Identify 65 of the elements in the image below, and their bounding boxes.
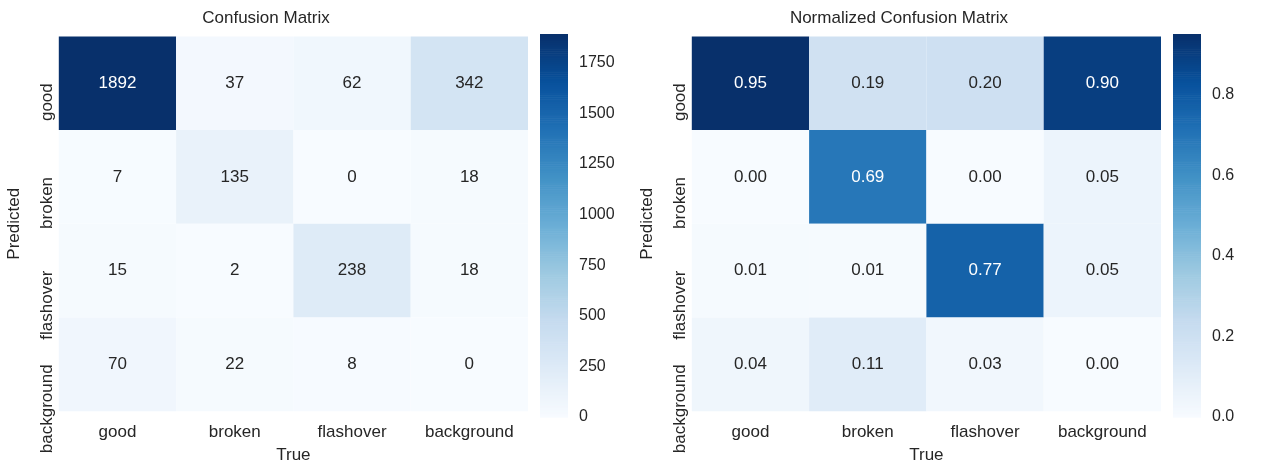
chart-title: Confusion Matrix (202, 7, 331, 27)
color-bar-label: 1500 (579, 103, 615, 121)
data-label: 7 (112, 166, 123, 186)
data-label: 0.05 (1085, 260, 1119, 280)
color-bar-label: 0.6 (1212, 165, 1235, 183)
color-bar-label: 1000 (579, 204, 615, 222)
data-label: 0.00 (968, 166, 1002, 186)
data-label: 0.20 (968, 72, 1002, 92)
color-bar-label: 500 (579, 306, 606, 324)
color-bar-label: 1250 (579, 154, 615, 172)
x-tick-label: background (424, 422, 514, 442)
data-label: 37 (225, 72, 245, 92)
y-tick-label: broken (670, 176, 690, 229)
data-label: 0.03 (968, 354, 1002, 374)
color-bar-label: 250 (579, 356, 606, 374)
data-label: 0 (464, 354, 475, 374)
x-tick-label: broken (208, 422, 261, 442)
data-label: 0.77 (968, 260, 1002, 280)
data-label: 0.05 (1085, 166, 1119, 186)
x-tick-label: broken (841, 422, 894, 442)
data-label: 18 (459, 166, 479, 186)
data-label: 0.11 (851, 354, 884, 374)
color-bar-label: 0 (579, 407, 588, 425)
x-axis-title: True (276, 445, 311, 465)
data-label: 0.01 (733, 260, 767, 280)
data-label: 70 (107, 354, 127, 374)
color-bar-label: 1750 (579, 53, 615, 71)
y-tick-label: good (670, 83, 690, 122)
x-tick-label: background (1057, 422, 1147, 442)
y-tick-label: flashover (670, 270, 690, 340)
y-axis-title: Predicted (3, 187, 23, 260)
data-label: 62 (342, 72, 362, 92)
data-label: 0.00 (1085, 354, 1119, 374)
color-bar-label: 0.2 (1212, 326, 1235, 344)
y-tick-label: flashover (37, 270, 57, 340)
data-label: 15 (107, 260, 127, 280)
color-bar-label: 750 (579, 255, 606, 273)
y-tick-label: good (37, 83, 57, 122)
data-label: 8 (347, 354, 357, 374)
x-tick-label: good (731, 422, 770, 442)
data-label: 0.69 (851, 166, 885, 186)
x-tick-label: good (98, 422, 137, 442)
data-label: 0.90 (1085, 72, 1119, 92)
y-axis-title: Predicted (636, 187, 656, 260)
data-label: 135 (220, 166, 249, 186)
data-label: 0.00 (733, 166, 767, 186)
y-tick-label: broken (37, 176, 57, 229)
color-bar-label: 0.4 (1212, 246, 1235, 264)
x-tick-label: flashover (317, 422, 387, 442)
data-label: 238 (337, 260, 367, 280)
chart-title: Normalized Confusion Matrix (789, 7, 1009, 27)
x-tick-label: flashover (950, 422, 1020, 442)
data-label: 0.19 (851, 72, 885, 92)
data-label: 0 (347, 166, 357, 186)
data-label: 22 (225, 354, 245, 374)
data-label: 0.01 (851, 260, 885, 280)
data-label: 0.95 (733, 72, 767, 92)
data-label: 0.04 (733, 354, 767, 374)
x-axis-title: True (909, 445, 944, 465)
data-label: 1892 (98, 72, 137, 92)
data-label: 2 (230, 260, 240, 280)
data-label: 18 (459, 260, 479, 280)
color-bar-label: 0.0 (1212, 407, 1235, 425)
data-label: 342 (455, 72, 484, 92)
color-bar-label: 0.8 (1212, 84, 1235, 102)
